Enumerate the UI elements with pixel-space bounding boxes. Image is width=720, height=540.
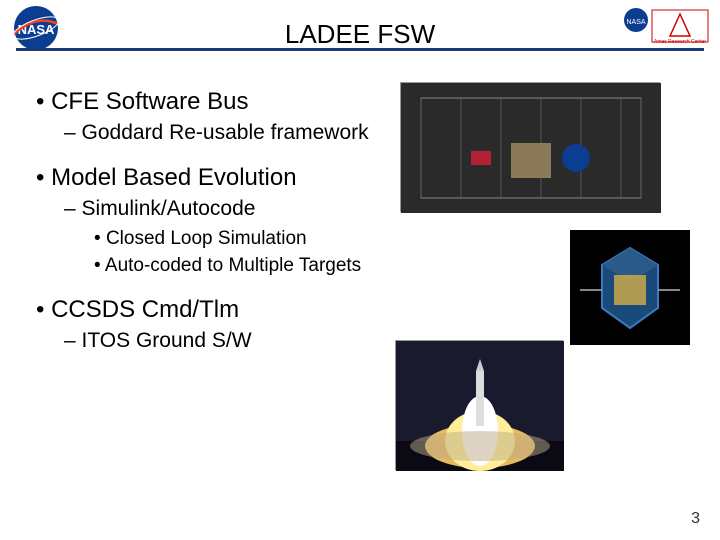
bullet-lvl2: ITOS Ground S/W bbox=[64, 328, 396, 354]
image-rocket-launch bbox=[395, 340, 563, 470]
bullet-lvl1: CFE Software Bus bbox=[36, 88, 396, 116]
svg-text:NASA: NASA bbox=[626, 19, 645, 26]
bullet-lvl1: Model Based Evolution bbox=[36, 164, 396, 192]
image-test-facility bbox=[400, 82, 660, 212]
title-underline bbox=[16, 48, 704, 51]
bullet-lvl3: Closed Loop Simulation bbox=[94, 227, 396, 251]
bullet-lvl3: Auto-coded to Multiple Targets bbox=[94, 254, 396, 278]
bullet-lvl2: Simulink/Autocode bbox=[64, 196, 396, 222]
bullet-content: CFE Software Bus Goddard Re-usable frame… bbox=[36, 78, 396, 354]
svg-text:NASA: NASA bbox=[18, 22, 55, 37]
nasa-logo-icon: NASA bbox=[8, 4, 64, 52]
slide-title: LADEE FSW bbox=[0, 9, 720, 50]
bullet-lvl2: Goddard Re-usable framework bbox=[64, 120, 396, 146]
image-spacecraft-render bbox=[570, 230, 690, 345]
ames-logo-icon: NASA Ames Research Center bbox=[622, 6, 712, 46]
svg-text:Ames Research Center: Ames Research Center bbox=[654, 39, 706, 45]
slide-header: NASA LADEE FSW NASA Ames Research Center bbox=[0, 0, 720, 58]
bullet-lvl1: CCSDS Cmd/Tlm bbox=[36, 296, 396, 324]
page-number: 3 bbox=[691, 510, 700, 528]
